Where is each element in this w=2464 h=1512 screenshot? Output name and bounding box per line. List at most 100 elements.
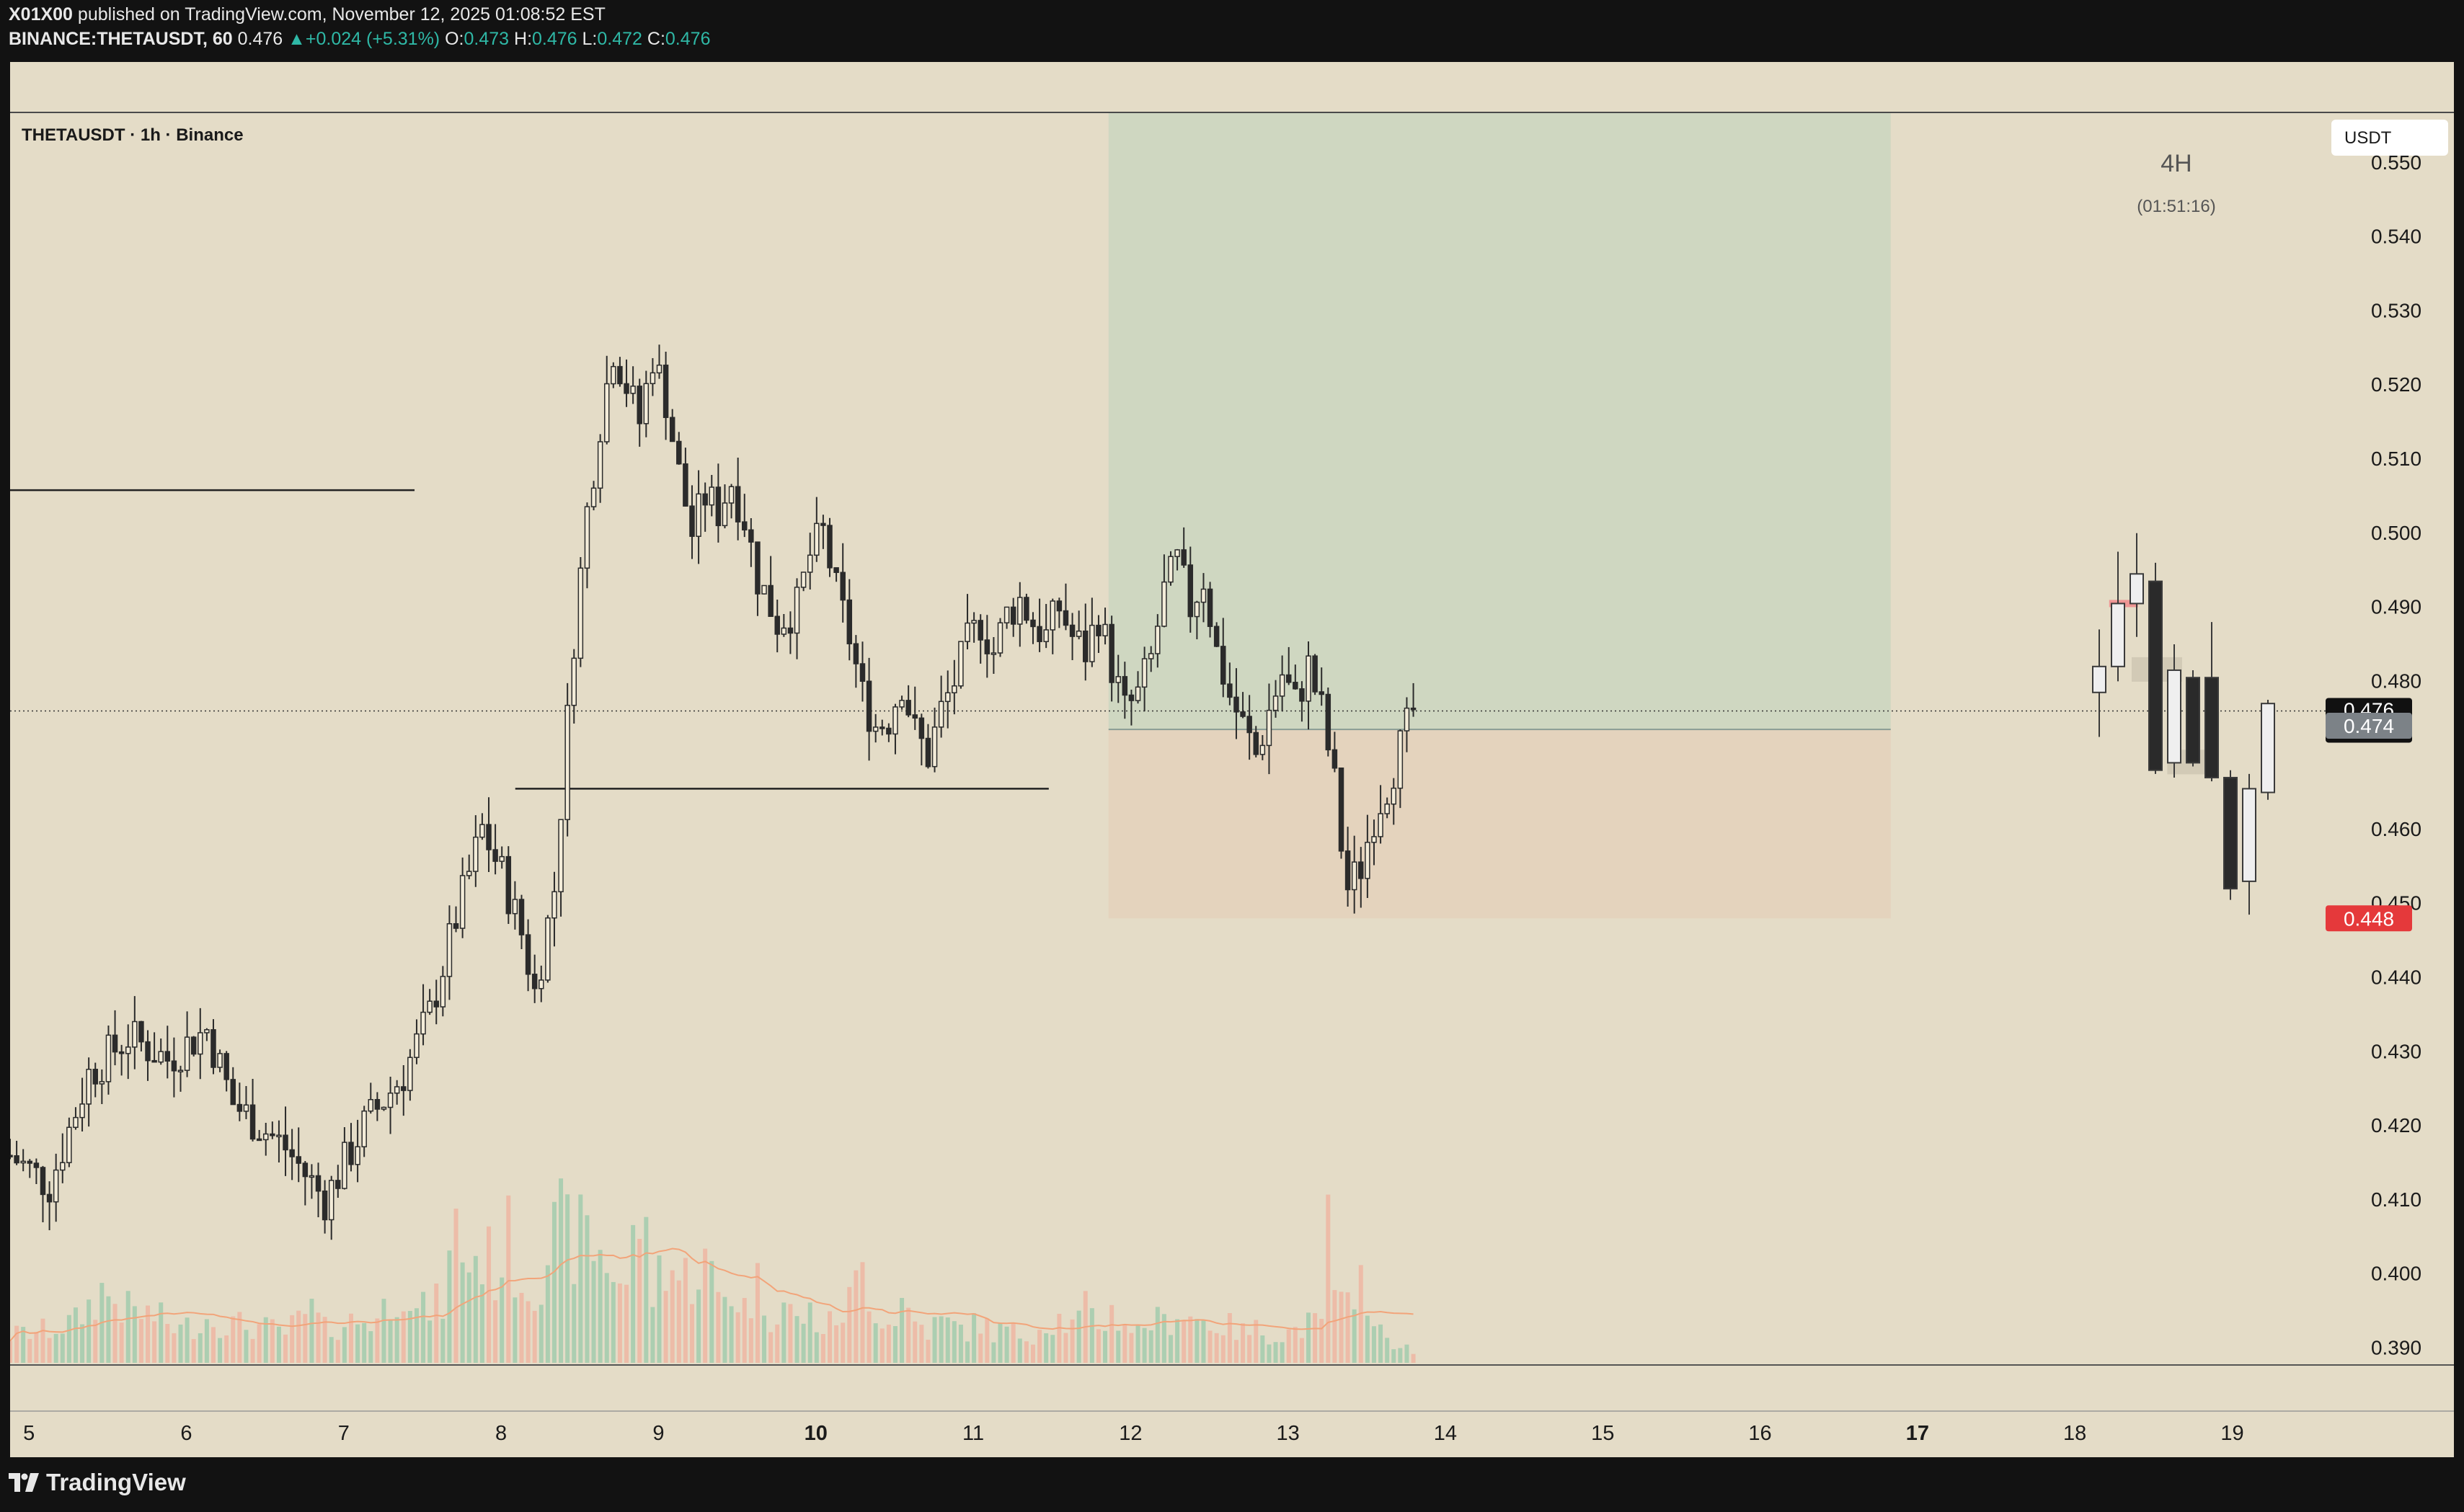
- candle-body: [1056, 600, 1063, 612]
- candle-body: [1063, 610, 1069, 626]
- candle-body: [518, 899, 525, 935]
- candle-body: [302, 1162, 309, 1178]
- candle-body: [1253, 731, 1259, 755]
- volume-bar: [1345, 1292, 1350, 1363]
- candle-body: [420, 1011, 426, 1035]
- volume-bar: [1063, 1333, 1068, 1363]
- candle-body: [1213, 626, 1220, 647]
- candle-body: [1397, 730, 1404, 789]
- candle-body: [958, 641, 964, 687]
- candle-body: [335, 1180, 341, 1189]
- volume-bar: [1188, 1316, 1193, 1363]
- tradingview-logo[interactable]: TradingView: [9, 1469, 186, 1496]
- candle-body: [676, 440, 682, 465]
- candle-body: [827, 525, 833, 569]
- volume-bar: [1241, 1323, 1246, 1363]
- volume-bar: [506, 1195, 511, 1363]
- candle-body: [978, 620, 983, 641]
- candle-body: [256, 1138, 262, 1142]
- candle-body: [1410, 707, 1417, 711]
- currency-selector: [2331, 120, 2448, 156]
- x-tick-label: 19: [2220, 1422, 2243, 1445]
- candle-body: [236, 1103, 243, 1112]
- volume-bar: [1214, 1333, 1219, 1363]
- candle-body: [132, 1020, 138, 1048]
- volume-bar: [1319, 1318, 1324, 1363]
- volume-bar: [1247, 1335, 1252, 1363]
- candle-body: [525, 934, 531, 975]
- chart-canvas[interactable]: 4H (01:51:16) THETAUSDT · 1h · Binance USD…: [10, 62, 2454, 1457]
- footer: TradingView: [0, 1457, 2464, 1512]
- volume-bar: [106, 1296, 111, 1363]
- volume-bar: [1070, 1319, 1075, 1363]
- volume-bar: [991, 1342, 996, 1363]
- candle-body: [1024, 597, 1029, 621]
- volume-bar: [722, 1297, 727, 1363]
- candle-body: [198, 1032, 203, 1055]
- volume-bar: [539, 1304, 544, 1363]
- volume-bar: [1089, 1308, 1094, 1363]
- volume-bar: [1378, 1324, 1383, 1363]
- volume-bar: [165, 1324, 170, 1363]
- volume-bar: [650, 1307, 655, 1363]
- volume-bar: [132, 1306, 137, 1363]
- candle-body: [1246, 716, 1252, 734]
- volume-bar: [696, 1289, 701, 1363]
- candle-body: [748, 529, 754, 543]
- candle-body: [283, 1134, 288, 1151]
- x-tick-label: 5: [23, 1422, 35, 1445]
- candle-body: [270, 1133, 275, 1137]
- x-tick-label: 14: [1434, 1422, 1457, 1445]
- candle-body: [1319, 691, 1324, 695]
- candle-body: [407, 1057, 413, 1091]
- volume-bar: [40, 1318, 45, 1363]
- candle-body: [1306, 655, 1311, 702]
- volume-ma-line: [10, 1248, 1414, 1342]
- volume-bar: [427, 1320, 433, 1363]
- candle-body: [164, 1051, 171, 1062]
- volume-bar: [637, 1239, 642, 1363]
- inset-candle-body: [2204, 677, 2219, 778]
- volume-bar: [309, 1299, 314, 1363]
- volume-bar: [93, 1320, 98, 1363]
- volume-bar: [526, 1301, 531, 1363]
- volume-bar: [434, 1284, 439, 1363]
- candle-body: [577, 567, 584, 659]
- inset-candle-body: [2186, 677, 2200, 764]
- candle-body: [564, 704, 570, 820]
- candle-body: [1050, 600, 1056, 631]
- volume-bar: [644, 1217, 649, 1363]
- candle-body: [531, 974, 538, 990]
- publisher-name[interactable]: X01X00: [9, 4, 73, 25]
- candle-body: [742, 521, 748, 530]
- y-tick-label: 0.500: [2371, 522, 2421, 544]
- candle-body: [899, 700, 905, 708]
- volume-bar: [945, 1317, 950, 1363]
- volume-bar: [972, 1313, 977, 1363]
- x-tick-label: 17: [1906, 1422, 1929, 1445]
- volume-bar: [1385, 1338, 1390, 1363]
- x-tick-label: 15: [1591, 1422, 1614, 1445]
- secondary-price-label: 0.474: [2344, 715, 2394, 737]
- volume-bar: [617, 1283, 622, 1363]
- volume-bar: [362, 1322, 367, 1363]
- volume-bar: [210, 1327, 216, 1363]
- chart-area[interactable]: 4H (01:51:16) THETAUSDT · 1h · Binance USD…: [10, 62, 2454, 1457]
- candle-body: [624, 383, 629, 394]
- volume-bar: [657, 1255, 662, 1363]
- candle-body: [1181, 549, 1187, 566]
- volume-bar: [1352, 1309, 1357, 1363]
- volume-bar: [1169, 1335, 1173, 1363]
- volume-bar: [1233, 1340, 1238, 1363]
- volume-bar: [1306, 1312, 1311, 1363]
- candle-body: [125, 1046, 131, 1054]
- volume-bar: [237, 1312, 242, 1363]
- volume-bar: [1050, 1335, 1055, 1363]
- volume-bar: [1220, 1335, 1226, 1363]
- x-tick-label: 12: [1119, 1422, 1142, 1445]
- candle-body: [735, 486, 741, 522]
- volume-bar: [1404, 1344, 1409, 1363]
- volume-bar: [342, 1327, 347, 1363]
- volume-bar: [965, 1341, 970, 1363]
- inset-candle-body: [2092, 665, 2106, 693]
